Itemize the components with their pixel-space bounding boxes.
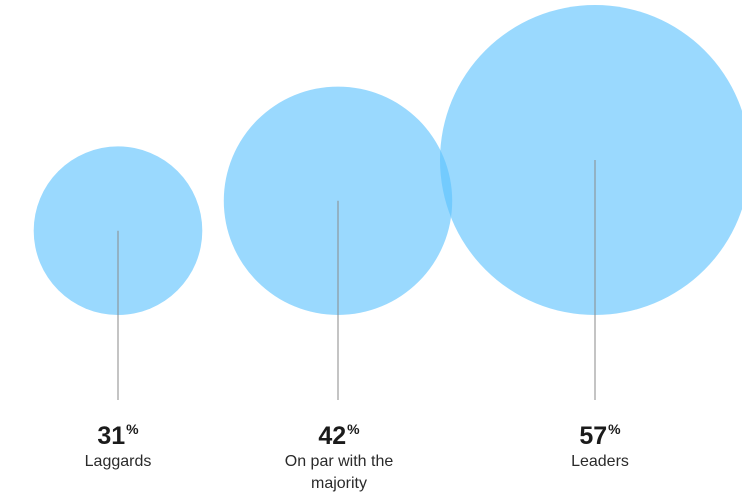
value-on-par: 42% xyxy=(254,414,424,451)
category-laggards: Laggards xyxy=(84,453,152,470)
bubble-2 xyxy=(440,5,742,315)
label-on-par: 42% On par with the majority xyxy=(254,414,424,493)
category-leaders: Leaders xyxy=(571,453,629,470)
value-unit: % xyxy=(126,421,139,437)
value-unit: % xyxy=(347,421,360,437)
value-leaders: 57% xyxy=(515,414,685,451)
label-leaders: 57% Leaders xyxy=(515,414,685,473)
value-number: 42 xyxy=(318,422,347,450)
value-laggards: 31% xyxy=(33,414,203,451)
category-on-par: On par with the majority xyxy=(284,453,394,492)
label-laggards: 31% Laggards xyxy=(33,414,203,473)
value-number: 31 xyxy=(97,422,126,450)
value-unit: % xyxy=(608,421,621,437)
value-number: 57 xyxy=(579,422,608,450)
